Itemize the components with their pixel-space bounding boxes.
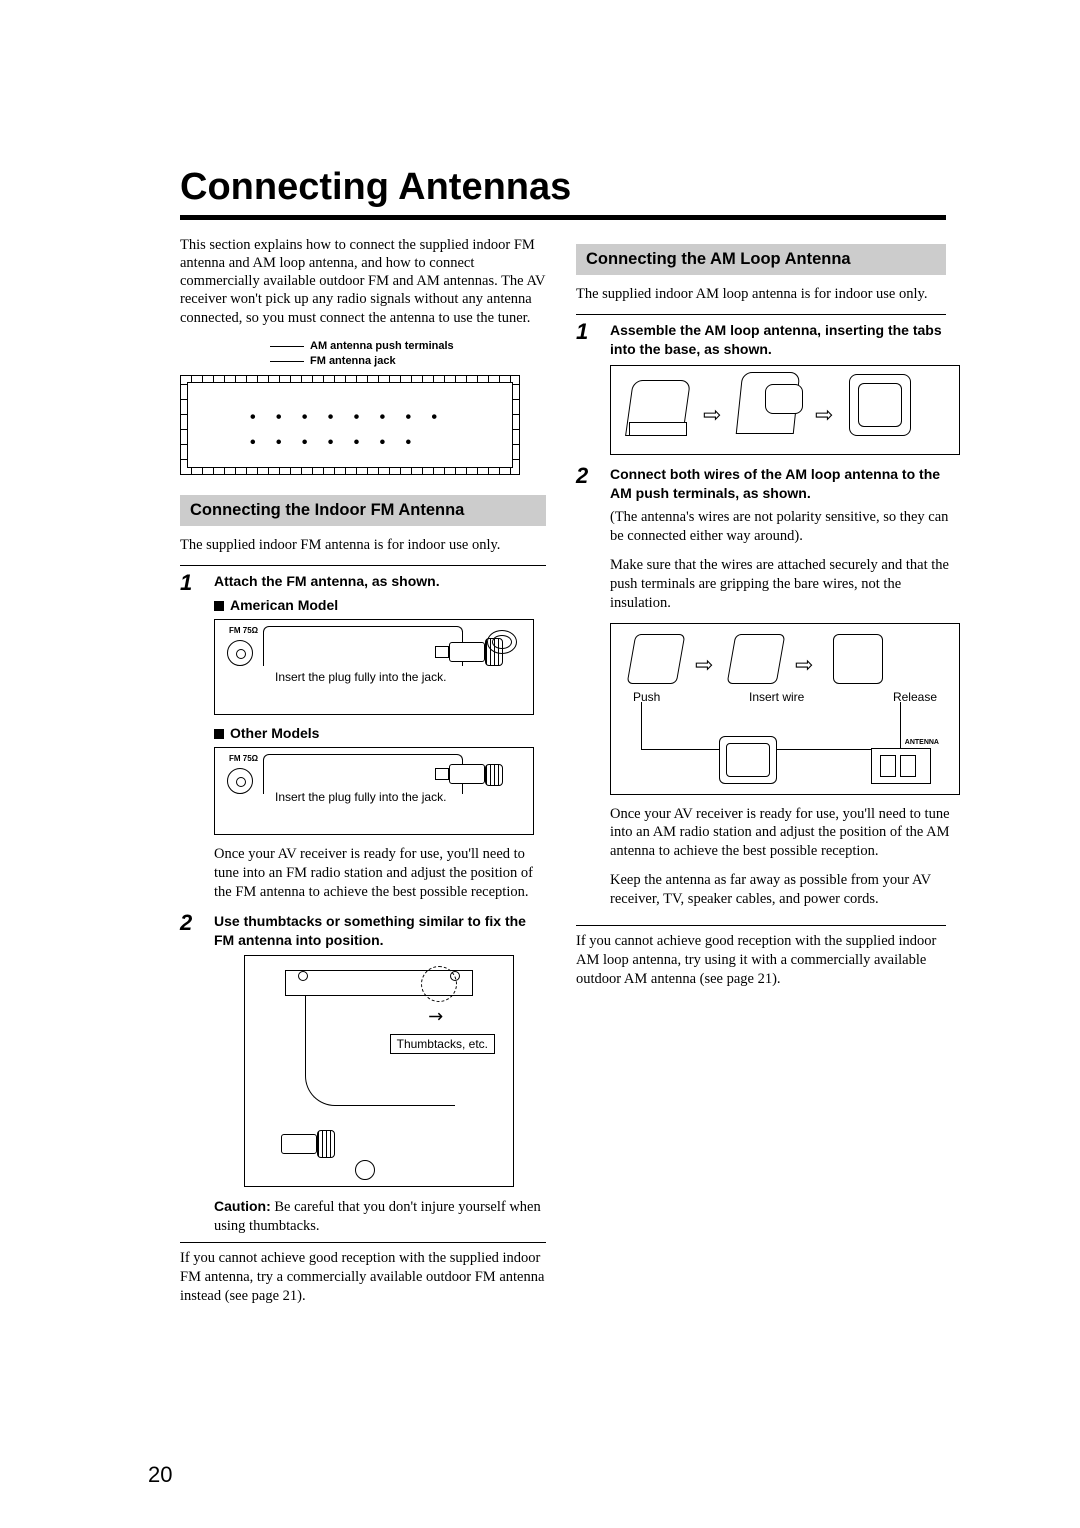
am-step-1: 1 Assemble the AM loop antenna, insertin… <box>576 321 946 465</box>
annot-fm: FM antenna jack <box>310 354 396 369</box>
step-number-icon: 2 <box>576 465 600 919</box>
caution-label: Caution: <box>214 1198 271 1214</box>
section-am-heading: Connecting the AM Loop Antenna <box>576 244 946 275</box>
label-antenna: ANTENNA <box>905 739 939 746</box>
section-fm-heading: Connecting the Indoor FM Antenna <box>180 495 546 526</box>
fm-other-diagram: FM 75Ω Insert the plug fully into the ja… <box>214 747 534 835</box>
am-step2-heading: Connect both wires of the AM loop antenn… <box>610 465 960 503</box>
step-number-icon: 1 <box>180 572 204 911</box>
step-number-icon: 1 <box>576 321 600 465</box>
insert-note: Insert the plug fully into the jack. <box>275 670 446 684</box>
left-column: This section explains how to connect the… <box>180 236 546 1316</box>
fm-american-diagram: FM 75Ω Insert the plug fully into the ja… <box>214 619 534 715</box>
sub-other: Other Models <box>230 725 319 741</box>
fm-step2-heading: Use thumbtacks or something similar to f… <box>214 912 546 950</box>
thumbtack-diagram: ↘ Thumbtacks, etc. <box>244 955 514 1187</box>
am-terminal-diagram: ⇨ ⇨ Push Insert wire Release ANTENNA <box>610 623 960 795</box>
two-column-layout: This section explains how to connect the… <box>180 236 946 1316</box>
sub-american: American Model <box>230 597 338 613</box>
fm-jack-label: FM 75Ω <box>229 626 258 635</box>
fm-step1-tail: Once your AV receiver is ready for use, … <box>214 845 546 902</box>
step-number-icon: 2 <box>180 912 204 1236</box>
receiver-rear-diagram <box>180 375 520 475</box>
fm-closing: If you cannot achieve good reception wit… <box>180 1249 546 1306</box>
right-column: Connecting the AM Loop Antenna The suppl… <box>576 236 946 1316</box>
am-tail-2: Keep the antenna as far away as possible… <box>610 871 960 909</box>
page-number: 20 <box>148 1462 172 1488</box>
fm-step-2: 2 Use thumbtacks or something similar to… <box>180 912 546 1236</box>
am-step-2: 2 Connect both wires of the AM loop ante… <box>576 465 946 919</box>
am-step2-body: Make sure that the wires are attached se… <box>610 556 960 613</box>
am-section-intro: The supplied indoor AM loop antenna is f… <box>576 285 946 304</box>
fm-jack-label: FM 75Ω <box>229 754 258 763</box>
fm-step-1: 1 Attach the FM antenna, as shown. Ameri… <box>180 572 546 911</box>
fm-section-intro: The supplied indoor FM antenna is for in… <box>180 536 546 555</box>
am-step1-heading: Assemble the AM loop antenna, inserting … <box>610 321 960 359</box>
caution-text: Caution: Be careful that you don't injur… <box>214 1197 546 1236</box>
annot-am: AM antenna push terminals <box>310 339 454 354</box>
fm-step1-heading: Attach the FM antenna, as shown. <box>214 572 546 591</box>
am-tail-1: Once your AV receiver is ready for use, … <box>610 805 960 862</box>
insert-note: Insert the plug fully into the jack. <box>275 790 446 804</box>
am-assembly-diagram: ⇨ ⇨ <box>610 365 960 455</box>
intro-text: This section explains how to connect the… <box>180 236 546 327</box>
am-closing: If you cannot achieve good reception wit… <box>576 932 946 989</box>
am-step2-note: (The antenna's wires are not polarity se… <box>610 508 960 546</box>
page-title: Connecting Antennas <box>180 166 946 218</box>
receiver-annotations: AM antenna push terminals FM antenna jac… <box>270 339 546 370</box>
